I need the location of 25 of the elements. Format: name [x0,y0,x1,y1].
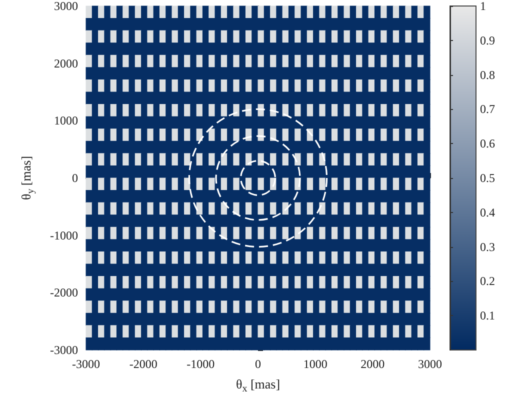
x-tick-label: -1000 [186,357,215,371]
color-bar-label: 0.9 [480,33,495,48]
x-tick-label: -3000 [72,357,100,371]
color-bar-label: 0.1 [480,308,495,323]
x-tick-label: 1000 [303,357,328,371]
x-tick-label: 2000 [360,357,385,371]
y-tick-label: 2000 [54,56,78,70]
y-tick-label: 3000 [54,0,78,13]
x-tick-label: 0 [255,357,261,371]
color-bar-label: 0.2 [480,274,495,288]
color-bar-label: 1 [480,0,486,13]
y-tick-label: 0 [72,171,78,185]
color-bar-label: 0.5 [480,171,495,185]
y-tick-label: -3000 [50,343,78,357]
x-tick-label: 3000 [418,357,442,371]
color-bar-label: 0.8 [480,68,495,82]
x-tick-label: -2000 [129,357,158,371]
color-bar-label: 0.3 [480,240,495,254]
color-bar-label: 0.6 [480,136,495,151]
color-bar-label: 0.4 [480,205,495,220]
y-axis-title: θy [mas] [18,156,36,200]
y-tick-label: 1000 [54,114,78,128]
y-tick-label: -2000 [50,286,78,300]
y-tick-label: -1000 [50,228,78,242]
color-bar-label: 0.7 [480,102,495,116]
